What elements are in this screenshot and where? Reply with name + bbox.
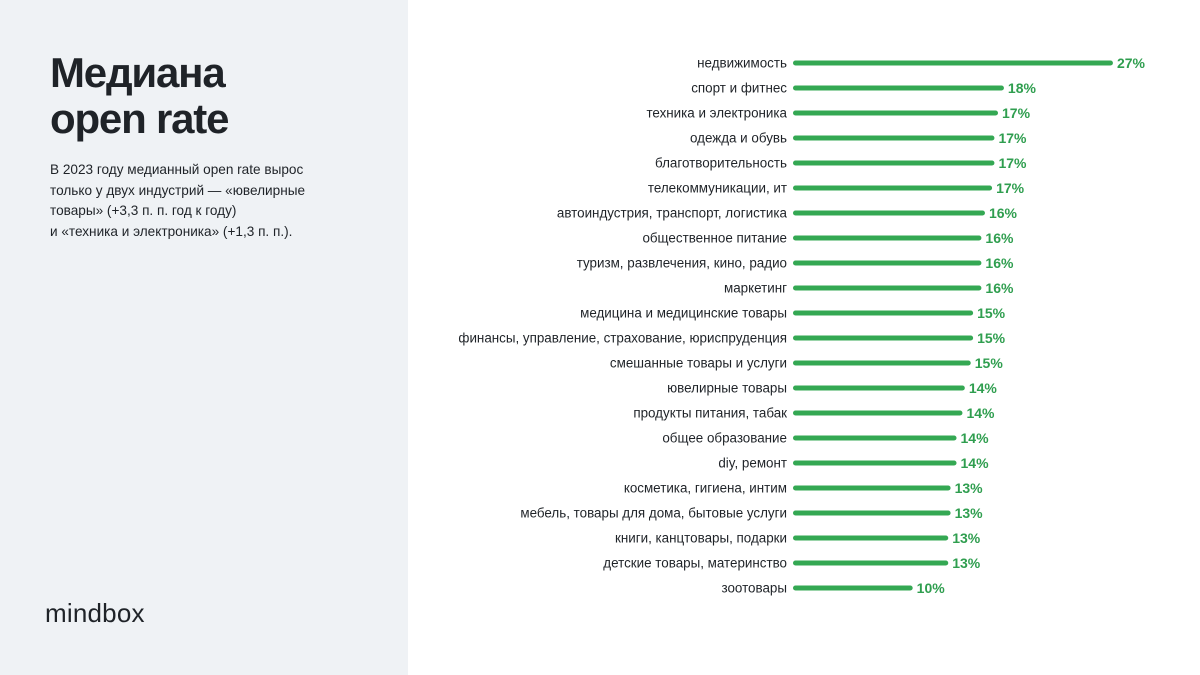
bar (793, 285, 982, 291)
category-label: зоотовары (721, 581, 787, 596)
value-label: 17% (998, 130, 1027, 146)
value-label: 16% (985, 255, 1014, 271)
bar (793, 185, 993, 191)
bar (793, 310, 974, 316)
category-label: благотворительность (655, 156, 787, 171)
category-label: недвижимость (697, 56, 787, 71)
bar (793, 85, 1004, 91)
category-label: техника и электроника (646, 106, 787, 121)
bar (793, 335, 974, 341)
category-label: детские товары, материнство (603, 556, 787, 571)
mindbox-logo: mindbox (45, 598, 145, 628)
title-line-2: open rate (50, 95, 229, 142)
bar (793, 460, 957, 466)
bar (793, 260, 982, 266)
value-label: 15% (977, 330, 1006, 346)
value-label: 13% (955, 505, 984, 521)
value-label: 17% (1002, 105, 1031, 121)
value-label: 16% (985, 230, 1014, 246)
value-label: 14% (969, 380, 998, 396)
category-label: diy, ремонт (718, 456, 787, 471)
bar (793, 60, 1113, 66)
category-label: продукты питания, табак (633, 406, 787, 421)
value-label: 18% (1008, 80, 1037, 96)
bar-chart: недвижимость 27% спорт и фитнес 18% техника … (408, 0, 1200, 675)
category-label: смешанные товары и услуги (610, 356, 787, 371)
value-label: 15% (975, 355, 1004, 371)
value-label: 13% (952, 555, 981, 571)
left-panel: Медиана open rate В 2023 году медианный … (0, 0, 408, 675)
bar (793, 110, 999, 116)
value-label: 14% (961, 430, 990, 446)
bar-chart-svg: недвижимость 27% спорт и фитнес 18% техника … (458, 55, 1146, 596)
value-label: 14% (961, 455, 990, 471)
description-line-4: и «техника и электроника» (+1,3 п. п.). (50, 223, 293, 239)
bar (793, 235, 982, 241)
value-label: 15% (977, 305, 1006, 321)
bar (793, 385, 965, 391)
description: В 2023 году медианный open rate вырос то… (50, 160, 350, 242)
bar (793, 135, 995, 141)
category-label: книги, канцтовары, подарки (615, 531, 787, 546)
category-label: ювелирные товары (667, 381, 787, 396)
value-label: 10% (917, 580, 946, 596)
value-label: 17% (996, 180, 1025, 196)
bar (793, 535, 949, 541)
description-line-3: товары» (+3,3 п. п. год к году) (50, 203, 237, 218)
value-label: 13% (952, 530, 981, 546)
bar (793, 560, 949, 566)
category-label: финансы, управление, страхование, юриспр… (458, 331, 787, 346)
value-label: 17% (998, 155, 1027, 171)
category-label: общественное питание (642, 231, 787, 246)
category-label: телекоммуникации, ит (648, 181, 787, 196)
category-label: косметика, гигиена, интим (624, 481, 787, 496)
value-label: 27% (1117, 55, 1146, 71)
category-label: спорт и фитнес (691, 81, 787, 96)
bar (793, 360, 971, 366)
bar (793, 485, 951, 491)
category-label: маркетинг (724, 281, 787, 296)
value-label: 13% (955, 480, 984, 496)
category-label: туризм, развлечения, кино, радио (577, 256, 787, 271)
description-line-2: только у двух индустрий — «ювелирные (50, 182, 306, 198)
bar (793, 160, 995, 166)
value-label: 16% (985, 280, 1014, 296)
category-label: медицина и медицинские товары (580, 306, 787, 321)
category-label: одежда и обувь (690, 131, 787, 146)
bar (793, 510, 951, 516)
page-title: Медиана open rate (50, 50, 370, 142)
category-label: общее образование (662, 431, 787, 446)
category-label: автоиндустрия, транспорт, логистика (557, 206, 788, 221)
title-line-1: Медиана (50, 49, 226, 96)
bar (793, 435, 957, 441)
bar (793, 585, 913, 591)
value-label: 14% (966, 405, 995, 421)
bar (793, 210, 985, 216)
value-label: 16% (989, 205, 1018, 221)
bar (793, 410, 963, 416)
category-label: мебель, товары для дома, бытовые услуги (520, 506, 787, 521)
description-line-1: В 2023 году медианный open rate вырос (50, 162, 304, 177)
